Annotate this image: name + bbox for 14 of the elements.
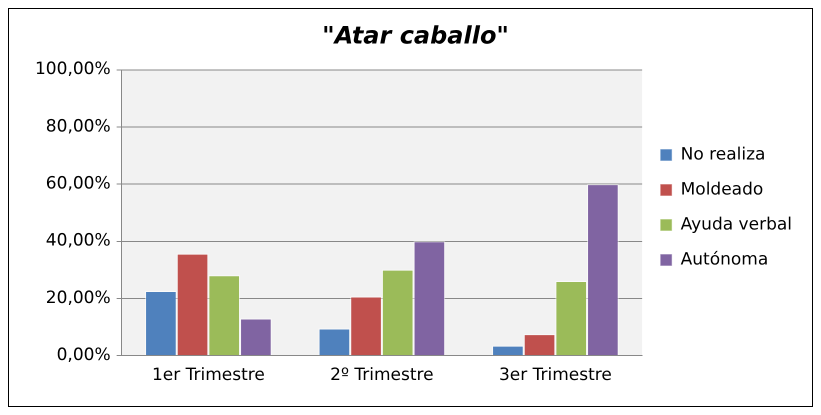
y-tick-label: 0,00% xyxy=(56,345,111,366)
y-tick-label: 40,00% xyxy=(46,230,111,251)
legend-label: Ayuda verbal xyxy=(680,214,792,234)
y-tick-label: 80,00% xyxy=(46,116,111,136)
y-tick-label: 100,00% xyxy=(34,59,111,80)
legend-label: No realiza xyxy=(680,144,766,164)
chart-title: "Atar caballo" xyxy=(322,22,509,50)
x-tick-label: 2º Trimestre xyxy=(330,365,434,386)
y-tick-label: 60,00% xyxy=(46,174,111,194)
legend-label: Moldeado xyxy=(680,179,764,200)
x-tick-label: 1er Trimestre xyxy=(152,365,265,386)
x-tick-label: 3er Trimestre xyxy=(498,365,612,386)
legend-label: Autónoma xyxy=(680,249,768,270)
y-tick-label: 20,00% xyxy=(46,288,111,308)
